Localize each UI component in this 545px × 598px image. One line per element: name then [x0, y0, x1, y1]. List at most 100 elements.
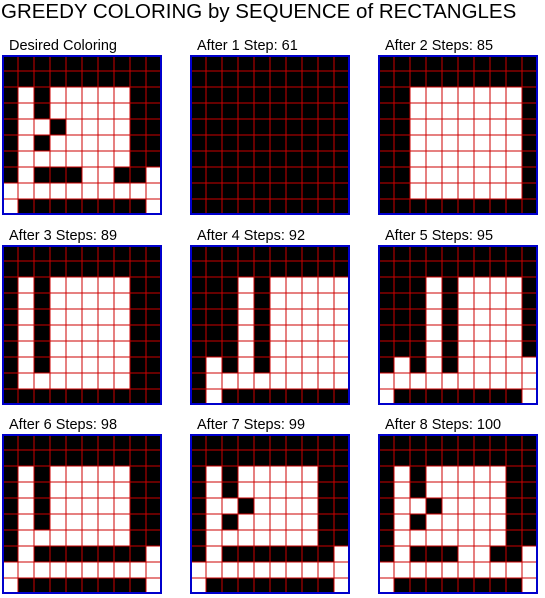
cell-on [506, 135, 522, 151]
cell-off [474, 199, 490, 215]
grid-frame [2, 245, 162, 405]
cell-off [334, 261, 350, 277]
cell-off [334, 151, 350, 167]
cell-on [302, 482, 318, 498]
cell-on [18, 466, 34, 482]
cell-on [334, 373, 350, 389]
cell-off [190, 325, 206, 341]
cell-on [114, 119, 130, 135]
cell-on [394, 514, 410, 530]
cell-on [286, 277, 302, 293]
cell-off [318, 389, 334, 405]
cell-off [442, 341, 458, 357]
cell-off [146, 245, 162, 261]
cell-off [222, 245, 238, 261]
cell-off [34, 71, 50, 87]
cell-off [506, 546, 522, 562]
cell-on [458, 87, 474, 103]
cell-off [2, 389, 18, 405]
cell-on [474, 482, 490, 498]
cell-off [474, 55, 490, 71]
cell-on [98, 482, 114, 498]
cell-off [222, 578, 238, 594]
cell-on [334, 341, 350, 357]
cell-off [238, 434, 254, 450]
cell-off [50, 167, 66, 183]
cell-on [490, 466, 506, 482]
cell-off [18, 389, 34, 405]
cell-on [458, 530, 474, 546]
cell-on [18, 482, 34, 498]
cell-off [506, 466, 522, 482]
cell-off [66, 261, 82, 277]
cell-off [394, 434, 410, 450]
cell-on [458, 119, 474, 135]
cell-on [18, 309, 34, 325]
cell-off [18, 578, 34, 594]
cell-off [318, 151, 334, 167]
cell-on [286, 562, 302, 578]
cell-off [270, 578, 286, 594]
cell-off [206, 71, 222, 87]
cell-on [114, 530, 130, 546]
pixel-grid [190, 434, 350, 594]
grid-frame [190, 55, 350, 215]
cell-off [458, 55, 474, 71]
cell-on [18, 135, 34, 151]
cell-on [458, 373, 474, 389]
cell-off [222, 341, 238, 357]
cell-off [410, 199, 426, 215]
cell-off [238, 151, 254, 167]
cell-off [254, 357, 270, 373]
cell-on [82, 530, 98, 546]
cell-off [410, 293, 426, 309]
cell-off [222, 482, 238, 498]
cell-off [474, 450, 490, 466]
cell-on [506, 562, 522, 578]
cell-on [254, 482, 270, 498]
cell-off [34, 293, 50, 309]
cell-off [222, 325, 238, 341]
cell-on [302, 325, 318, 341]
cell-on [18, 373, 34, 389]
cell-on [490, 183, 506, 199]
cell-on [426, 293, 442, 309]
cell-on [490, 151, 506, 167]
cell-off [522, 482, 538, 498]
cell-off [190, 482, 206, 498]
cell-on [302, 466, 318, 482]
cell-off [394, 450, 410, 466]
cell-off [254, 199, 270, 215]
cell-on [114, 357, 130, 373]
cell-on [458, 183, 474, 199]
cell-off [378, 293, 394, 309]
cell-on [426, 325, 442, 341]
cell-off [146, 466, 162, 482]
cell-on [474, 103, 490, 119]
cell-off [2, 498, 18, 514]
cell-off [18, 71, 34, 87]
cell-off [378, 514, 394, 530]
cell-off [522, 309, 538, 325]
cell-on [254, 373, 270, 389]
cell-on [114, 482, 130, 498]
cell-on [458, 482, 474, 498]
cell-on [82, 357, 98, 373]
cell-on [458, 103, 474, 119]
cell-off [2, 341, 18, 357]
cell-off [34, 261, 50, 277]
cell-off [522, 325, 538, 341]
cell-on [426, 341, 442, 357]
cell-on [34, 562, 50, 578]
cell-off [130, 466, 146, 482]
cell-off [378, 167, 394, 183]
cell-off [238, 261, 254, 277]
cell-off [254, 183, 270, 199]
cell-off [2, 357, 18, 373]
cell-off [238, 135, 254, 151]
cell-off [270, 389, 286, 405]
cell-on [442, 183, 458, 199]
cell-off [378, 434, 394, 450]
cell-on [458, 514, 474, 530]
cell-on [334, 325, 350, 341]
